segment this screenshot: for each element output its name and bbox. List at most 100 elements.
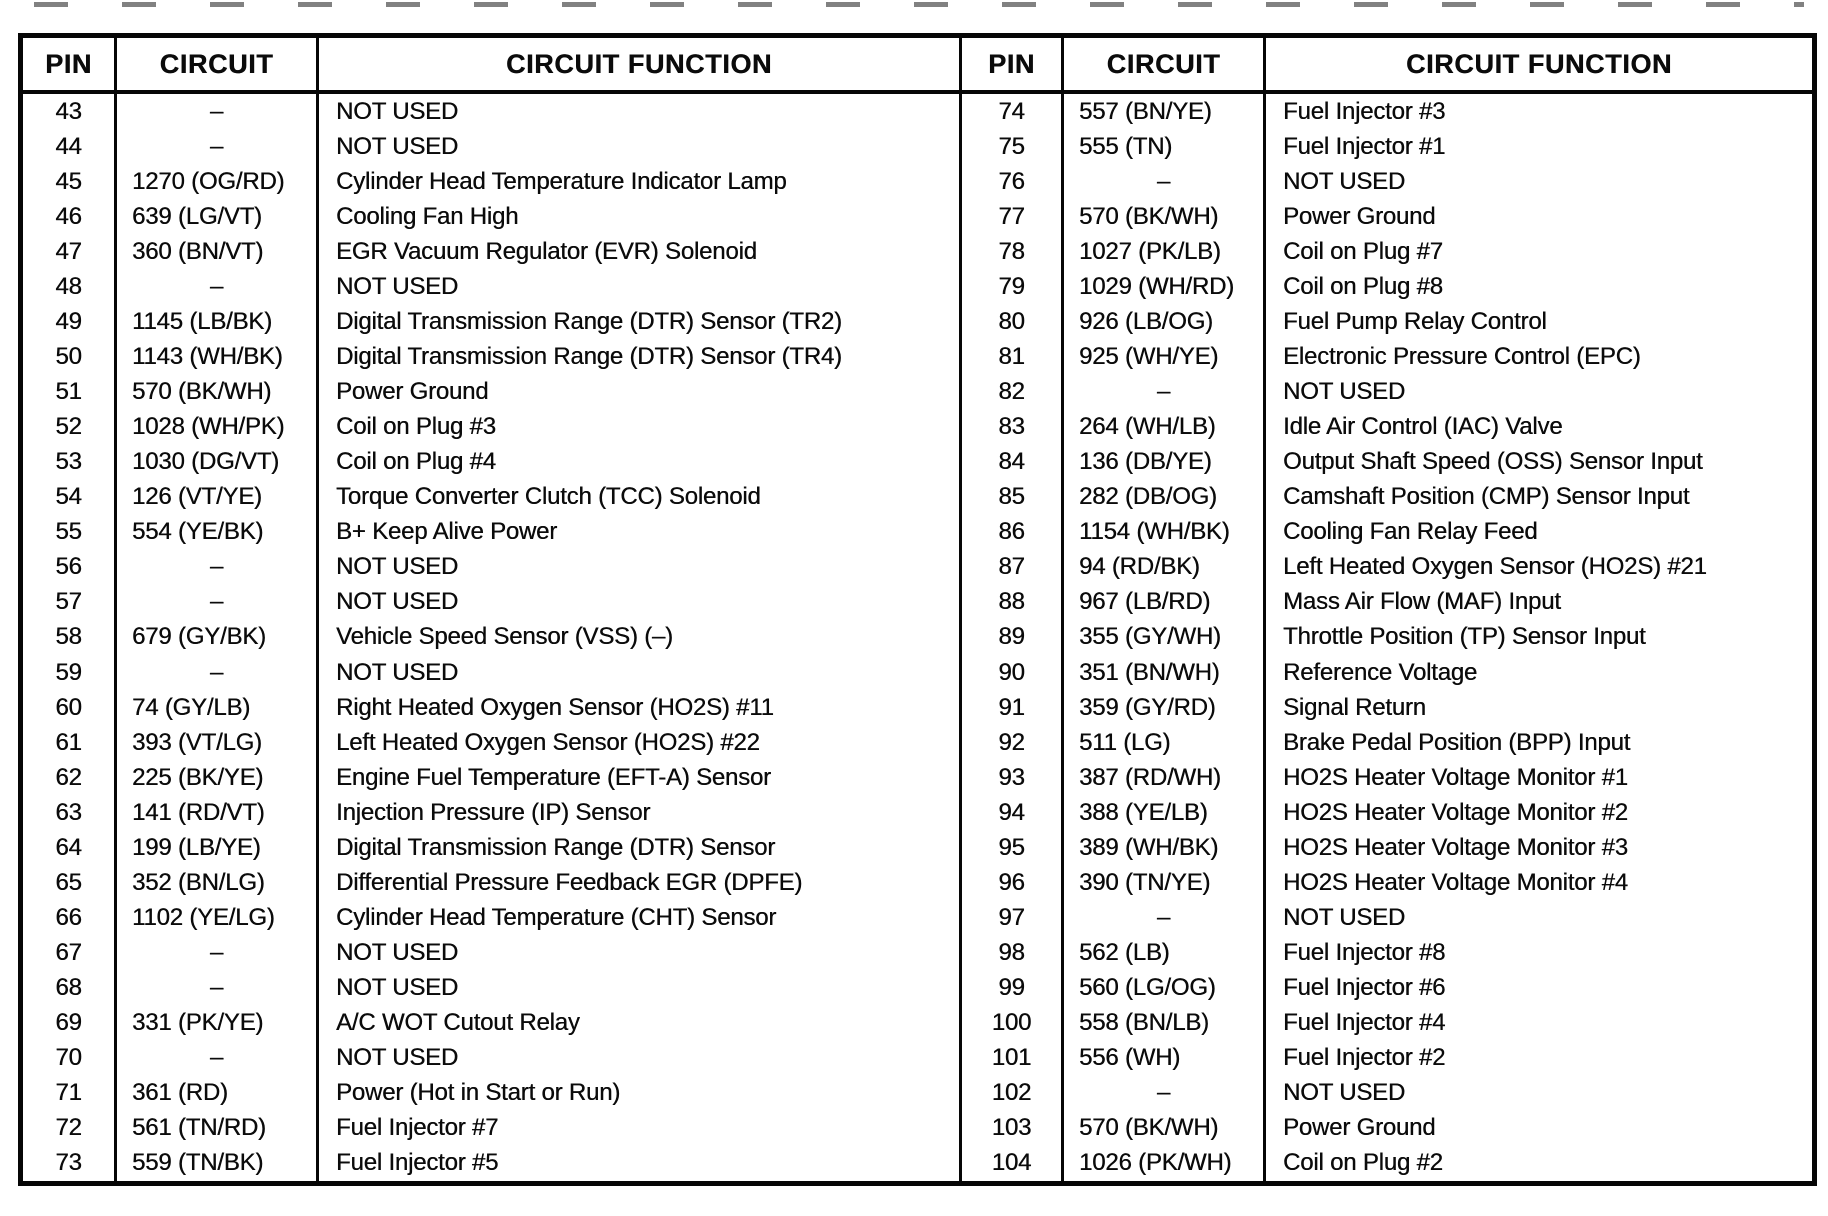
table-row: 69 331 (PK/YE) A/C WOT Cutout Relay 100 558 … (19, 1005, 1816, 1041)
circuit-header-left: CIRCUIT (114, 35, 319, 94)
table-row: 57– NOT USED 88 967 (LB/RD) Mass Air Flow (M… (19, 584, 1816, 620)
pin-cell-right: 100 (959, 1005, 1064, 1041)
function-cell-right: Brake Pedal Position (BPP) Input (1263, 725, 1816, 761)
circuit-cell-left: 361 (RD) (114, 1075, 319, 1111)
function-cell-right: Fuel Injector #3 (1263, 92, 1816, 130)
circuit-cell-right: 389 (WH/BK) (1061, 830, 1266, 866)
circuit-cell-left: – (114, 92, 319, 130)
function-cell-right: Fuel Injector #4 (1263, 1005, 1816, 1041)
pin-cell-right: 93 (959, 760, 1064, 796)
circuit-cell-right: 558 (BN/LB) (1061, 1005, 1266, 1041)
function-cell-right: Fuel Injector #1 (1263, 129, 1816, 165)
circuit-cell-left: – (114, 269, 319, 305)
pin-cell-right: 91 (959, 690, 1064, 726)
function-cell-left: Torque Converter Clutch (TCC) Solenoid (316, 479, 962, 515)
table-row: 67– NOT USED 98 562 (LB) Fuel Injector #8 (19, 935, 1816, 971)
table-row: 44– NOT USED 75 555 (TN) Fuel Injector #1 (19, 129, 1816, 165)
pin-cell-left: 46 (19, 199, 117, 235)
circuit-cell-left: 570 (BK/WH) (114, 374, 319, 410)
circuit-cell-right: 359 (GY/RD) (1061, 690, 1266, 726)
circuit-cell-right: 390 (TN/YE) (1061, 865, 1266, 901)
circuit-cell-right: 570 (BK/WH) (1061, 1110, 1266, 1146)
function-cell-right: Fuel Injector #2 (1263, 1040, 1816, 1076)
circuit-cell-left: – (114, 129, 319, 165)
pin-cell-right: 92 (959, 725, 1064, 761)
circuit-cell-left: 360 (BN/VT) (114, 234, 319, 270)
table-row: 58 679 (GY/BK) Vehicle Speed Sensor (VSS) … (19, 619, 1816, 655)
circuit-cell-right: – (1061, 900, 1266, 936)
circuit-cell-left: – (114, 970, 319, 1006)
pin-cell-left: 72 (19, 1110, 117, 1146)
header-row: PIN CIRCUIT CIRCUIT FUNCTION PIN CIRCUIT… (19, 35, 1816, 94)
pin-cell-right: 82 (959, 374, 1064, 410)
function-cell-left: Coil on Plug #4 (316, 444, 962, 480)
pin-cell-left: 64 (19, 830, 117, 866)
pin-cell-right: 101 (959, 1040, 1064, 1076)
function-cell-left: NOT USED (316, 129, 962, 165)
pin-cell-left: 56 (19, 549, 117, 585)
circuit-cell-left: – (114, 935, 319, 971)
pin-cell-left: 66 (19, 900, 117, 936)
circuit-cell-left: 1030 (DG/VT) (114, 444, 319, 480)
function-cell-left: NOT USED (316, 935, 962, 971)
pin-cell-left: 54 (19, 479, 117, 515)
circuit-cell-right: 351 (BN/WH) (1061, 655, 1266, 691)
pin-cell-left: 71 (19, 1075, 117, 1111)
table-body: 43– NOT USED 74 557 (BN/YE) Fuel Injector #3… (19, 92, 1816, 1184)
table-row: 53 1030 (DG/VT) Coil on Plug #4 84 136 (DB/Y… (19, 444, 1816, 480)
function-cell-right: Fuel Pump Relay Control (1263, 304, 1816, 340)
circuit-cell-right: 388 (YE/LB) (1061, 795, 1266, 831)
pin-cell-right: 103 (959, 1110, 1064, 1146)
pin-cell-right: 84 (959, 444, 1064, 480)
pin-cell-right: 104 (959, 1145, 1064, 1184)
table-row: 68– NOT USED 99 560 (LG/OG) Fuel Injector #6 (19, 970, 1816, 1006)
pin-cell-right: 89 (959, 619, 1064, 655)
function-cell-right: HO2S Heater Voltage Monitor #2 (1263, 795, 1816, 831)
table-row: 54 126 (VT/YE) Torque Converter Clutch (TC… (19, 479, 1816, 515)
function-cell-right: NOT USED (1263, 164, 1816, 200)
pin-cell-right: 87 (959, 549, 1064, 585)
function-cell-left: NOT USED (316, 655, 962, 691)
function-cell-right: Fuel Injector #6 (1263, 970, 1816, 1006)
function-cell-right: Idle Air Control (IAC) Valve (1263, 409, 1816, 445)
function-cell-left: Cylinder Head Temperature Indicator Lamp (316, 164, 962, 200)
function-cell-left: Engine Fuel Temperature (EFT-A) Sensor (316, 760, 962, 796)
table-row: 71 361 (RD) Power (Hot in Start or Run) 102… (19, 1075, 1816, 1111)
function-cell-right: Mass Air Flow (MAF) Input (1263, 584, 1816, 620)
function-cell-left: Left Heated Oxygen Sensor (HO2S) #22 (316, 725, 962, 761)
function-cell-right: NOT USED (1263, 900, 1816, 936)
circuit-cell-left: 393 (VT/LG) (114, 725, 319, 761)
table-row: 72 561 (TN/RD) Fuel Injector #7 103 570 (BK/… (19, 1110, 1816, 1146)
pin-header-left: PIN (19, 35, 117, 94)
table-row: 63 141 (RD/VT) Injection Pressure (IP) Sen… (19, 795, 1816, 831)
function-cell-left: Cooling Fan High (316, 199, 962, 235)
table-row: 73 559 (TN/BK) Fuel Injector #5 104 1026 (PK… (19, 1145, 1816, 1184)
circuit-cell-right: 264 (WH/LB) (1061, 409, 1266, 445)
pin-cell-left: 43 (19, 92, 117, 130)
circuit-cell-right: 556 (WH) (1061, 1040, 1266, 1076)
circuit-cell-right: 562 (LB) (1061, 935, 1266, 971)
function-header-left: CIRCUIT FUNCTION (316, 35, 962, 94)
circuit-cell-left: 1145 (LB/BK) (114, 304, 319, 340)
pin-cell-left: 50 (19, 339, 117, 375)
pin-cell-right: 76 (959, 164, 1064, 200)
table-row: 59– NOT USED 90 351 (BN/WH) Reference Voltag… (19, 655, 1816, 691)
pin-cell-left: 62 (19, 760, 117, 796)
circuit-cell-left: 126 (VT/YE) (114, 479, 319, 515)
circuit-cell-right: 94 (RD/BK) (1061, 549, 1266, 585)
pin-cell-left: 48 (19, 269, 117, 305)
pin-cell-left: 65 (19, 865, 117, 901)
circuit-cell-right: – (1061, 1075, 1266, 1111)
pin-cell-right: 85 (959, 479, 1064, 515)
function-cell-left: NOT USED (316, 549, 962, 585)
circuit-cell-right: 560 (LG/OG) (1061, 970, 1266, 1006)
pin-cell-left: 61 (19, 725, 117, 761)
circuit-cell-right: 967 (LB/RD) (1061, 584, 1266, 620)
pin-cell-right: 99 (959, 970, 1064, 1006)
scan-artifact (34, 2, 1804, 7)
function-cell-left: Fuel Injector #5 (316, 1145, 962, 1184)
circuit-cell-right: 355 (GY/WH) (1061, 619, 1266, 655)
table-row: 49 1145 (LB/BK) Digital Transmission Range… (19, 304, 1816, 340)
circuit-cell-right: 570 (BK/WH) (1061, 199, 1266, 235)
table-row: 62 225 (BK/YE) Engine Fuel Temperature (EF… (19, 760, 1816, 796)
